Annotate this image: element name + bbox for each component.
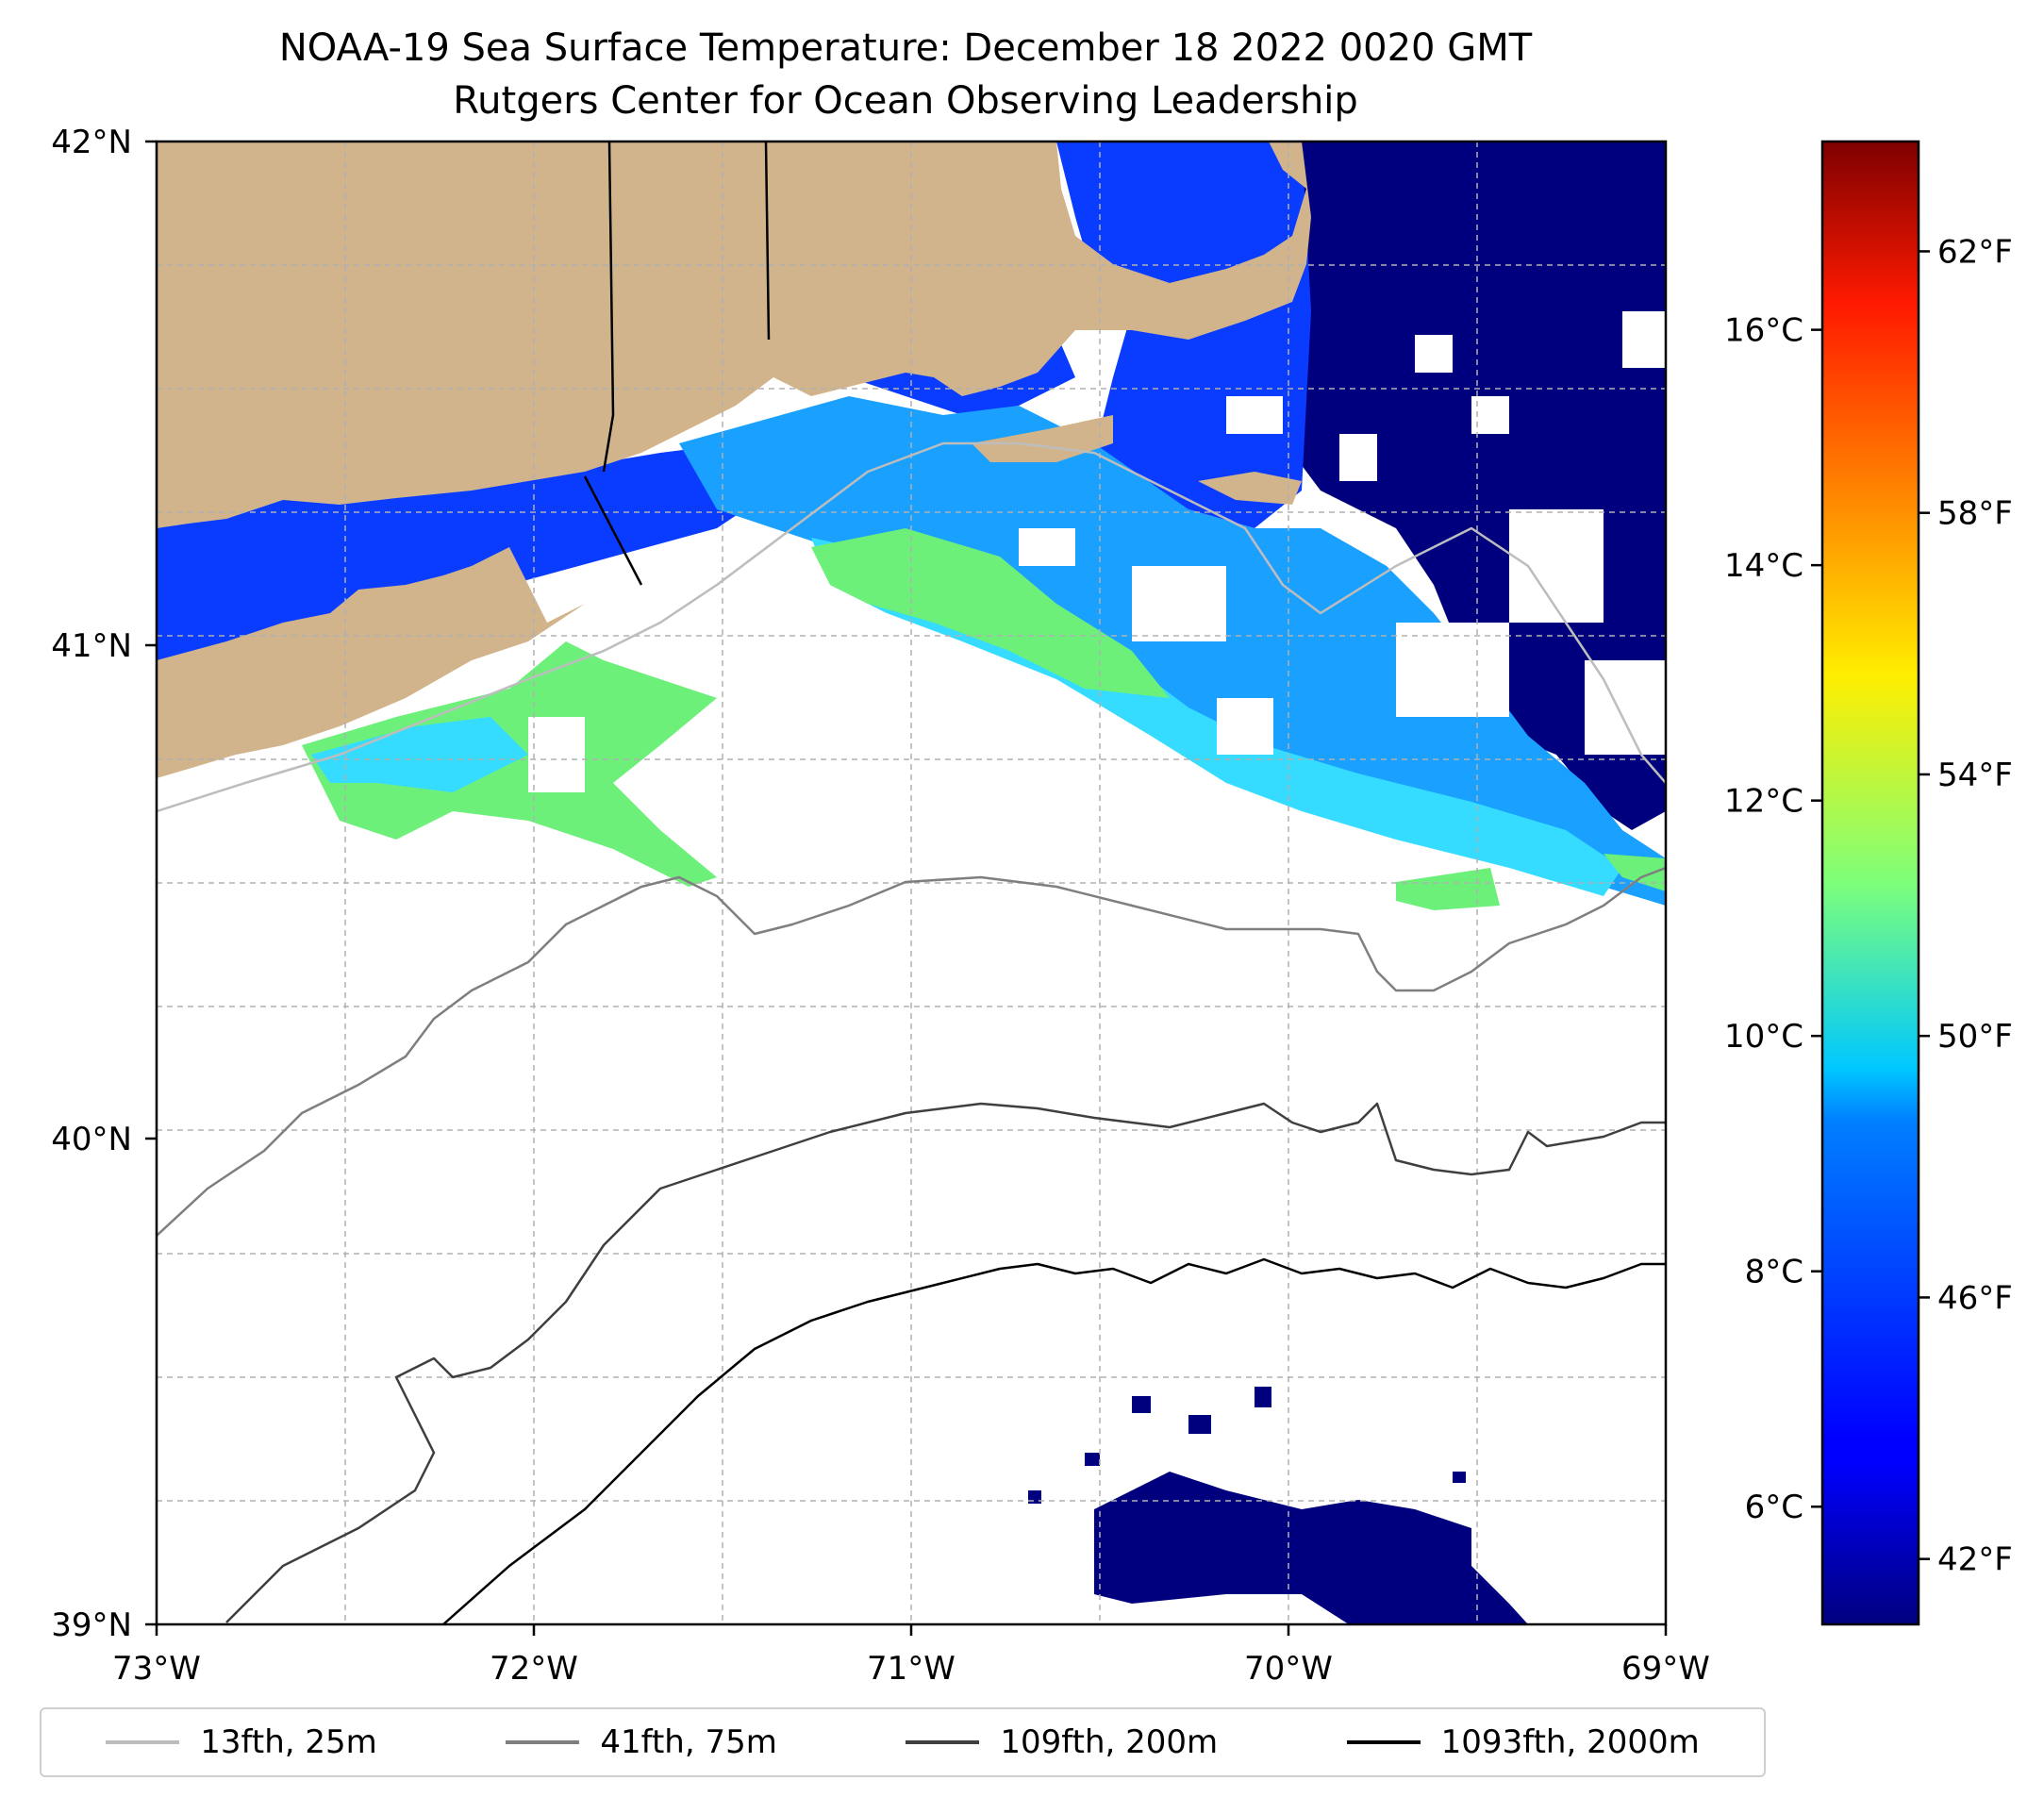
cloud-gap-7 xyxy=(1396,623,1509,717)
sst-patch-cool-band xyxy=(679,396,1666,906)
land-layer xyxy=(157,141,1311,778)
graticule xyxy=(157,141,1666,1624)
lat-tick-marks xyxy=(145,140,157,1626)
sst-patch-warm-tongue xyxy=(811,528,1170,698)
lon-label-72: 72°W xyxy=(490,1650,578,1688)
map-title: NOAA-19 Sea Surface Temperature: Decembe… xyxy=(278,26,1533,70)
colorbar-c-label: 16°C xyxy=(1724,312,1803,350)
cloud-gap-9 xyxy=(1019,528,1075,566)
land-mainland xyxy=(157,141,1311,528)
cloud-gap-10 xyxy=(1217,698,1273,755)
lon-label-71: 71°W xyxy=(867,1650,956,1688)
isobath-2000m xyxy=(442,1257,1666,1624)
cloud-gap-1 xyxy=(1415,335,1453,373)
colorbar-c-label: 10°C xyxy=(1724,1018,1803,1056)
cloud-gap-12 xyxy=(528,717,585,792)
legend-item-25m: 13fth, 25m xyxy=(106,1723,377,1761)
isobath-75m xyxy=(157,866,1666,1237)
colorbar-ticks: 16°C 14°C 12°C 10°C 8°C 6°C 62°F 58°F 54°F 50°F 46… xyxy=(1724,233,2013,1578)
colorbar-f-label: 50°F xyxy=(1937,1018,2013,1056)
land-nantucket xyxy=(1198,472,1302,505)
isobath-200m xyxy=(225,1102,1666,1623)
sst-patch-east-small xyxy=(1396,868,1500,910)
colorbar-f-label: 62°F xyxy=(1937,233,2013,271)
legend-swatch-200m xyxy=(906,1740,980,1744)
sst-speck-3 xyxy=(1255,1387,1271,1407)
legend-label-200m: 109fth, 200m xyxy=(1000,1723,1219,1761)
sst-speck-2 xyxy=(1188,1415,1211,1434)
sst-patch-li-south-blue xyxy=(311,717,528,792)
sst-speck-5 xyxy=(1028,1490,1041,1504)
colorbar xyxy=(1820,140,1920,1626)
legend-label-75m: 41fth, 75m xyxy=(600,1723,777,1761)
lon-label-70: 70°W xyxy=(1244,1650,1333,1688)
colorbar-c-label: 14°C xyxy=(1724,547,1803,585)
land-long-island xyxy=(157,547,585,778)
cloud-gap-11 xyxy=(1585,660,1666,755)
colorbar-c-label: 8°C xyxy=(1745,1254,1803,1291)
colorbar-f-label: 58°F xyxy=(1937,495,2013,533)
cloud-gap-6 xyxy=(1509,509,1604,623)
border-nj xyxy=(583,475,643,586)
colorbar-c-label: 6°C xyxy=(1745,1489,1803,1526)
sst-patch-east-green xyxy=(1604,854,1666,891)
legend-item-200m: 109fth, 200m xyxy=(906,1723,1218,1761)
borders xyxy=(583,141,771,586)
cloud-gap-8 xyxy=(1132,566,1226,641)
border-ct-ri xyxy=(764,141,771,341)
colorbar-f-label: 46°F xyxy=(1937,1279,2013,1317)
lat-label-39: 39°N xyxy=(51,1606,132,1644)
legend-label-25m: 13fth, 25m xyxy=(200,1723,377,1761)
colorbar-c-label: 12°C xyxy=(1724,783,1803,821)
sst-speck-4 xyxy=(1085,1453,1100,1466)
legend-item-2000m: 1093fth, 2000m xyxy=(1346,1723,1700,1761)
legend-swatch-75m xyxy=(506,1740,580,1744)
colorbar-f-label: 54°F xyxy=(1937,757,2013,794)
sst-patch-very-cold-east xyxy=(1283,141,1666,830)
legend-swatch-2000m xyxy=(1346,1740,1421,1744)
legend-label-2000m: 1093fth, 2000m xyxy=(1440,1723,1700,1761)
sst-speck-6 xyxy=(1453,1472,1466,1483)
isobath-legend: 13fth, 25m 41fth, 75m 109fth, 200m 1093f… xyxy=(40,1707,1766,1777)
legend-item-75m: 41fth, 75m xyxy=(506,1723,777,1761)
sst-patch-south-cold xyxy=(1094,1472,1528,1624)
cloud-gap-4 xyxy=(1226,396,1283,434)
legend-swatch-25m xyxy=(106,1740,180,1744)
lat-label-41: 41°N xyxy=(51,627,132,665)
cloud-gap-2 xyxy=(1622,311,1666,368)
isobaths xyxy=(157,441,1666,1624)
lon-tick-marks xyxy=(155,1624,1668,1636)
lon-label-73: 73°W xyxy=(112,1650,201,1688)
cloud-gap-5 xyxy=(1339,434,1377,481)
lat-label-42: 42°N xyxy=(51,124,132,161)
sst-speck-1 xyxy=(1132,1396,1151,1413)
lon-label-69: 69°W xyxy=(1621,1650,1710,1688)
lat-label-40: 40°N xyxy=(51,1121,132,1158)
map-subtitle: Rutgers Center for Ocean Observing Leade… xyxy=(453,79,1358,123)
isobath-25m xyxy=(157,441,1666,813)
border-ny-ct xyxy=(602,141,615,473)
colorbar-f-label: 42°F xyxy=(1937,1541,2013,1579)
